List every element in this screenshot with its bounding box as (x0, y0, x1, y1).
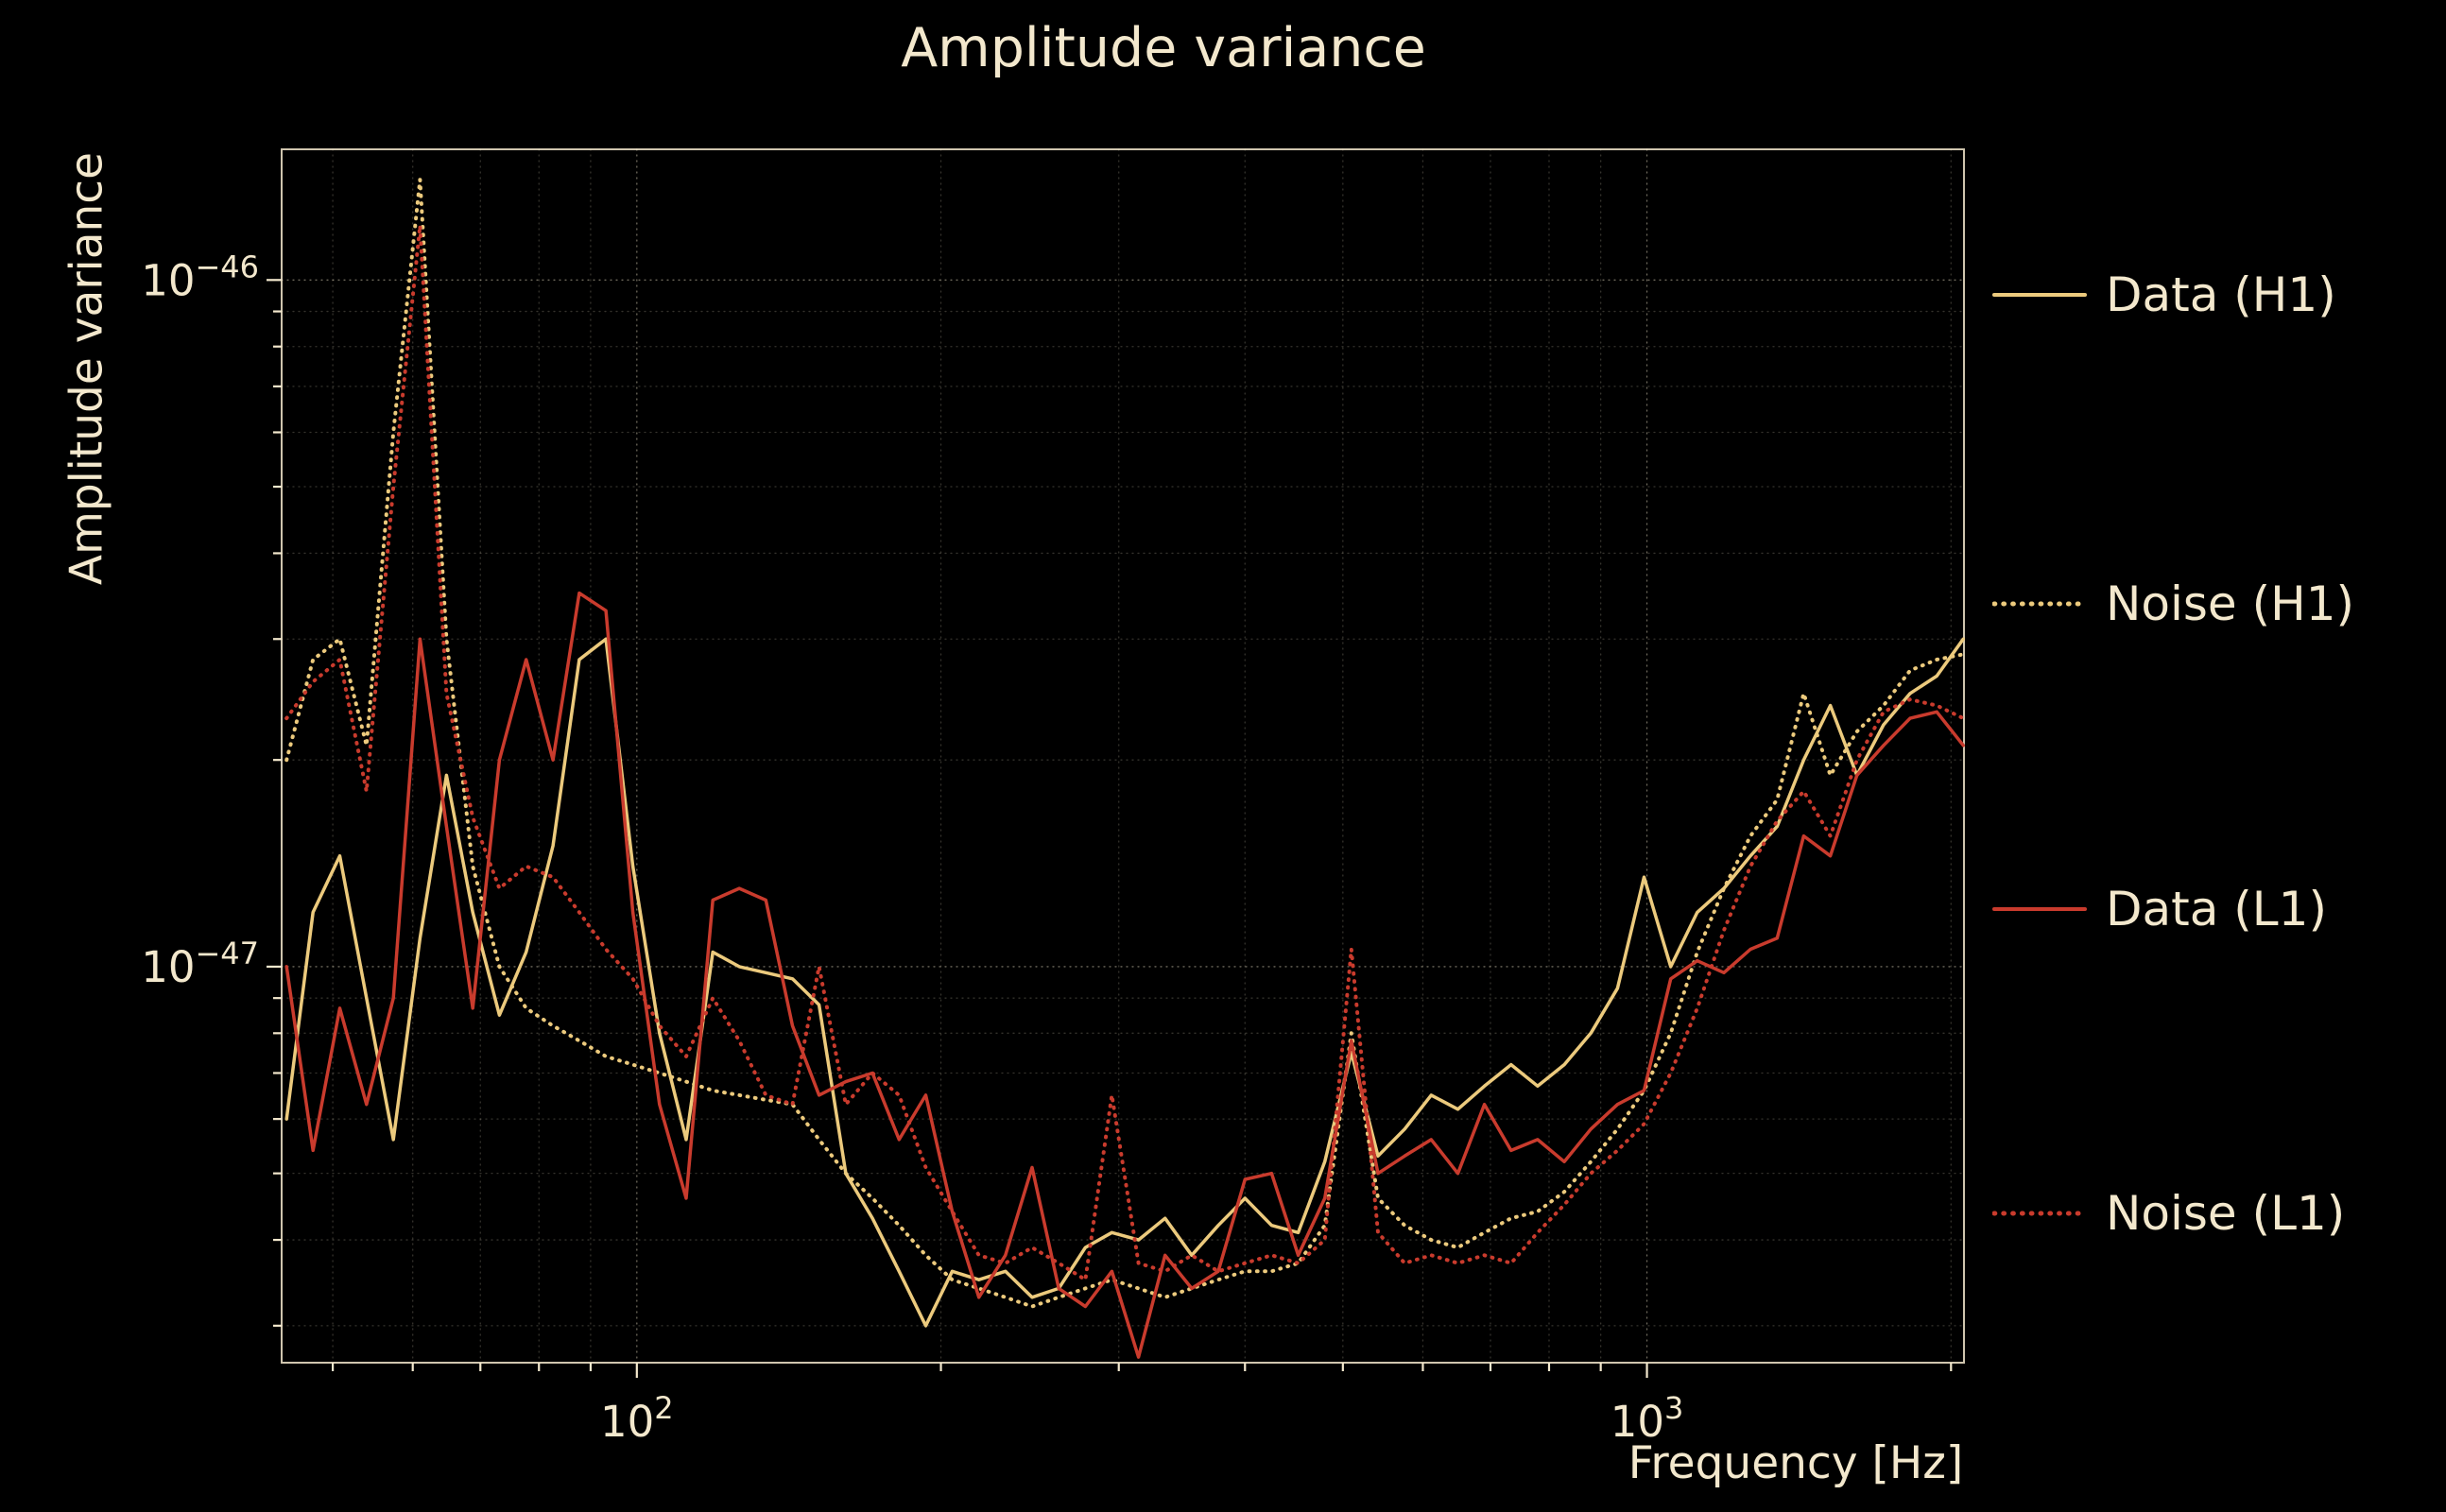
series-line-noise-h1 (284, 178, 1966, 1309)
x-tick-label: 103 (1611, 1390, 1684, 1447)
chart-title: Amplitude variance (901, 17, 1426, 79)
y-tick-label: 10−47 (141, 936, 259, 992)
y-axis-label: Amplitude variance (60, 151, 113, 586)
tick-layer (267, 279, 1953, 1378)
series-line-data-h1 (284, 637, 1966, 1328)
y-tick-label: 10−46 (141, 249, 259, 305)
x-tick-label: 102 (600, 1390, 674, 1447)
series-line-data-l1 (284, 591, 1966, 1359)
axes-spines (281, 148, 1965, 1364)
grid-layer (281, 148, 1965, 1364)
x-axis-label: Frequency [Hz] (1628, 1437, 1964, 1489)
series-line-noise-l1 (284, 223, 1966, 1282)
